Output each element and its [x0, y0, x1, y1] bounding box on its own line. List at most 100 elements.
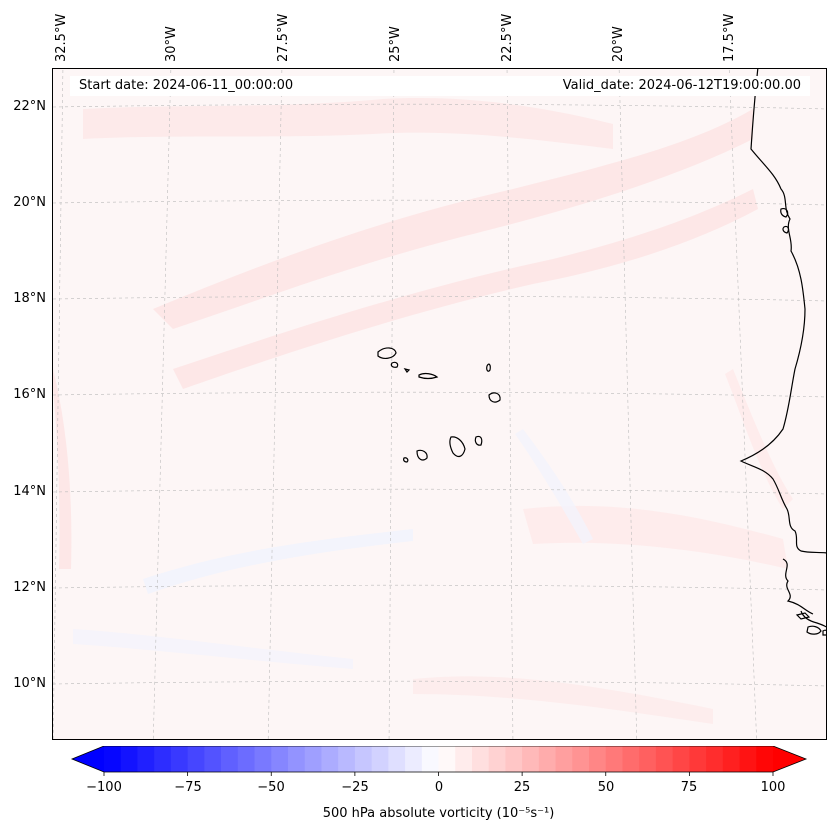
colorbar-segment	[338, 746, 356, 772]
colorbar-segment	[421, 746, 439, 772]
colorbar-tick-label: −25	[341, 780, 369, 795]
graticule	[53, 69, 826, 739]
colorbar-segment	[739, 746, 757, 772]
colorbar-tick-label: −75	[174, 780, 202, 795]
lon-label-25w: 25°W	[388, 26, 403, 62]
colorbar-segment	[271, 746, 289, 772]
island-santa-luzia	[403, 368, 411, 373]
island-maio	[474, 435, 483, 446]
coastal-island	[822, 629, 826, 636]
colorbar-segment	[120, 746, 138, 772]
lat-label-18n: 18°N	[13, 291, 46, 306]
colorbar-segment	[572, 746, 590, 772]
colorbar-segment	[639, 746, 657, 772]
colorbar-segment	[287, 746, 306, 772]
meridian-25w	[388, 69, 395, 739]
meridian-30w	[152, 69, 172, 739]
island-fogo	[416, 449, 428, 461]
colorbar-segment	[471, 746, 490, 772]
lat-label-10n: 10°N	[13, 676, 46, 691]
colorbar-segment	[371, 746, 389, 772]
vorticity-field	[53, 98, 793, 724]
coastal-island	[806, 625, 822, 635]
coastline	[739, 69, 826, 636]
colorbar-segment	[672, 746, 690, 772]
positive-vorticity-band	[83, 98, 613, 149]
positive-vorticity-band	[413, 676, 713, 724]
colorbar-segment	[221, 746, 239, 772]
colorbar-segment	[237, 746, 255, 772]
colorbar-segment	[304, 746, 322, 772]
west-africa-coast	[739, 69, 826, 554]
colorbar-segment	[204, 746, 222, 772]
positive-vorticity-band	[725, 369, 793, 509]
colorbar-segment	[354, 746, 373, 772]
colorbar-segment	[722, 746, 740, 772]
lat-label-12n: 12°N	[13, 580, 46, 595]
negative-vorticity-band	[73, 629, 353, 669]
colorbar-tick-label: 100	[760, 780, 786, 795]
colorbar-extend-high	[773, 746, 806, 772]
lon-label-17-5w: 17.5°W	[722, 13, 737, 62]
positive-vorticity-band	[173, 189, 758, 389]
coastal-island	[795, 612, 811, 620]
island-boa-vista	[488, 392, 501, 403]
island-sao-nicolau	[418, 372, 439, 380]
colorbar-extend-low	[72, 746, 104, 772]
colorbar-tick-label: 50	[597, 780, 615, 795]
island-sal	[486, 363, 491, 372]
colorbar-segment	[388, 746, 406, 772]
lon-label-32-5w: 32.5°W	[54, 13, 69, 62]
lat-label-14n: 14°N	[13, 484, 46, 499]
colorbar-tick-label: −50	[257, 780, 285, 795]
meridian-22-5w	[506, 69, 514, 739]
colorbar-segment	[605, 746, 623, 772]
lon-label-27-5w: 27.5°W	[276, 13, 291, 62]
colorbar-segment	[170, 746, 189, 772]
header-background	[70, 76, 810, 96]
colorbar-title: 500 hPa absolute vorticity (10⁻⁵s⁻¹)	[322, 806, 555, 821]
lat-label-22n: 22°N	[13, 99, 46, 114]
guinea-coast	[800, 610, 826, 628]
meridian-17-5w	[728, 69, 757, 739]
colorbar-segment	[187, 746, 205, 772]
colorbar-segment	[455, 746, 473, 772]
colorbar-segment	[405, 746, 423, 772]
colorbar-tick-label: −100	[86, 780, 122, 795]
island-brava	[403, 457, 409, 463]
positive-vorticity-band	[53, 369, 72, 569]
bijagos-island	[782, 225, 790, 234]
negative-vorticity-band	[515, 429, 593, 544]
map-panel	[52, 68, 827, 740]
bijagos-island	[780, 207, 789, 218]
colorbar-segment	[154, 746, 172, 772]
meridian-20w	[618, 69, 638, 739]
colorbar-segment	[538, 746, 556, 772]
valid-date-label: Valid_date: 2024-06-12T19:00:00.00	[562, 78, 801, 93]
colorbar-segment	[438, 746, 456, 772]
colorbar-segment	[589, 746, 607, 772]
colorbar-segment	[254, 746, 272, 772]
cape-verde-islands	[377, 347, 501, 463]
lon-label-22-5w: 22.5°W	[500, 13, 515, 62]
island-santiago	[449, 436, 466, 458]
island-santo-antao	[377, 347, 397, 359]
parallel-20n	[53, 199, 826, 206]
start-date-label: Start date: 2024-06-11_00:00:00	[79, 78, 294, 93]
colorbar-segment	[321, 746, 339, 772]
colorbar-segment	[137, 746, 155, 772]
lat-label-16n: 16°N	[13, 387, 46, 402]
colorbar-segment	[756, 746, 774, 772]
colorbar-tick-marks	[103, 772, 774, 776]
colorbar-segment	[706, 746, 724, 772]
colorbar-segment	[104, 746, 122, 772]
negative-vorticity-band	[143, 529, 413, 594]
parallel-16n	[53, 391, 826, 398]
colorbar-segment	[505, 746, 523, 772]
colorbar-segment	[488, 746, 506, 772]
meridian-27-5w	[267, 69, 283, 739]
colorbar-segment	[522, 746, 540, 772]
positive-vorticity-band	[523, 505, 788, 569]
meridian-32-5w	[53, 69, 64, 739]
island-sao-vicente	[390, 361, 399, 368]
